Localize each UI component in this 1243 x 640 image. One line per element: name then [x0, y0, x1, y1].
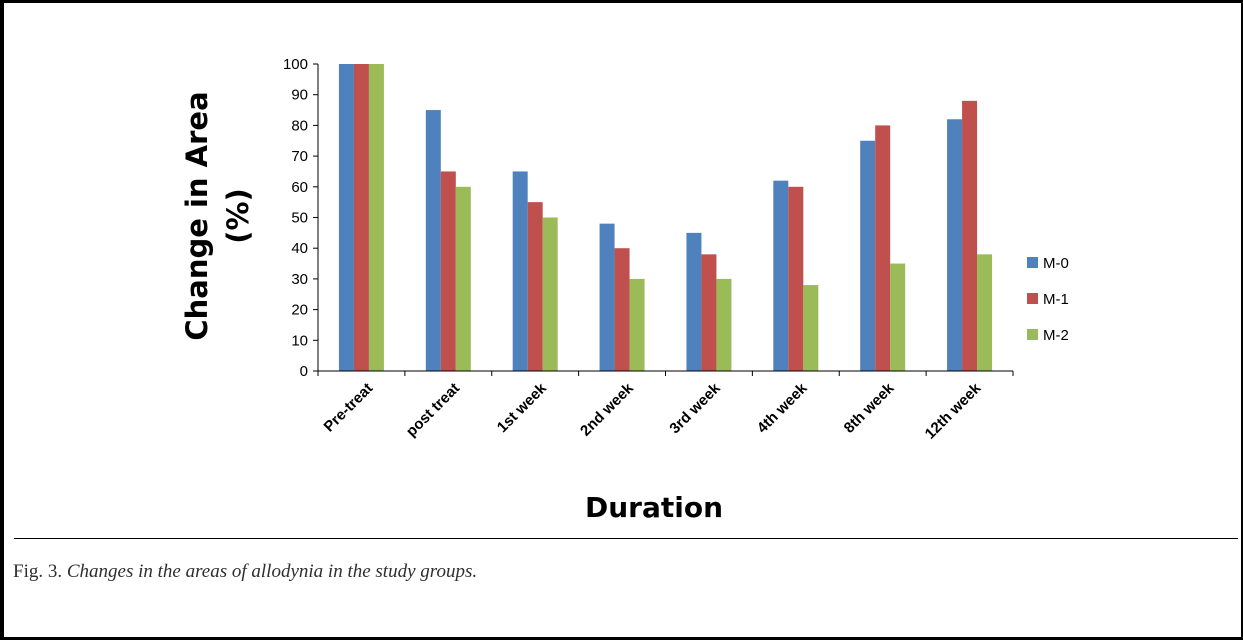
bar-m-1	[440, 171, 456, 371]
bar-m-2	[803, 285, 819, 371]
bar-m-0	[425, 110, 441, 372]
bar-m-2	[977, 254, 993, 371]
bar-m-0	[599, 223, 615, 371]
figure-caption: Fig. 3. Changes in the areas of allodyni…	[13, 561, 1213, 583]
legend: M-0 M-1 M-2	[1027, 255, 1069, 344]
legend-label-m-2: M-2	[1043, 327, 1069, 344]
y-tick-label: 40	[291, 240, 308, 257]
bar-m-2	[629, 278, 645, 371]
y-tick-label: 80	[291, 117, 308, 134]
legend-swatch-m-1	[1027, 293, 1038, 304]
y-tick-label: 100	[283, 56, 308, 73]
x-category-label: 4th week	[754, 379, 811, 436]
bar-m-2	[716, 278, 732, 371]
bar-chart: 0 10 20 30 40 50 60 70 80 90 100 Pre-treat post tre…	[180, 56, 1069, 524]
legend-swatch-m-2	[1027, 329, 1038, 340]
y-axis-title-line-2: (%)	[221, 188, 255, 244]
bar-m-1	[875, 125, 891, 372]
y-tick-label: 20	[291, 302, 308, 319]
y-tick-label: 70	[291, 148, 308, 165]
legend-label-m-1: M-1	[1043, 291, 1069, 308]
bar-m-0	[947, 119, 963, 371]
x-category-label: 1st week	[494, 379, 551, 436]
x-axis-title: Duration	[585, 491, 723, 524]
bar-m-0	[860, 140, 876, 371]
bars	[338, 64, 993, 372]
y-tick-label: 0	[300, 363, 308, 380]
bar-m-1	[701, 254, 717, 371]
bar-m-0	[512, 171, 528, 371]
bar-m-1	[788, 186, 804, 371]
bar-m-0	[773, 180, 789, 371]
y-tick-label: 50	[291, 210, 308, 227]
bar-m-2	[455, 186, 471, 371]
bar-m-2	[890, 263, 906, 371]
bar-m-0	[338, 64, 354, 371]
caption-label: Fig. 3.	[13, 561, 63, 582]
bar-m-2	[542, 217, 558, 371]
bar-m-1	[353, 64, 369, 371]
legend-label-m-0: M-0	[1043, 255, 1069, 272]
bar-m-1	[614, 248, 630, 371]
x-category-label: 2nd week	[577, 379, 637, 439]
chart-panel	[14, 14, 1238, 539]
bar-m-1	[962, 100, 978, 371]
y-axis-title-line-1: Change in Area	[180, 91, 214, 340]
y-tick-label: 90	[291, 87, 308, 104]
legend-swatch-m-0	[1027, 257, 1038, 268]
bar-m-1	[527, 202, 543, 371]
bar-m-2	[368, 64, 384, 371]
x-category-label: 8th week	[841, 379, 898, 436]
x-category-label: 3rd week	[666, 379, 724, 437]
y-axis-ticks: 0 10 20 30 40 50 60 70 80 90 100	[283, 56, 1014, 380]
x-axis-categories: Pre-treat post treat 1st week 2nd week 3rd w…	[321, 379, 985, 442]
y-tick-label: 60	[291, 179, 308, 196]
x-category-label: Pre-treat	[321, 380, 377, 436]
caption-text: Changes in the areas of allodynia in the…	[66, 561, 478, 582]
y-tick-label: 30	[291, 271, 308, 288]
x-category-label: post treat	[403, 380, 463, 440]
y-tick-label: 10	[291, 332, 308, 349]
x-category-label: 12th week	[922, 379, 985, 442]
bar-m-0	[686, 232, 702, 371]
